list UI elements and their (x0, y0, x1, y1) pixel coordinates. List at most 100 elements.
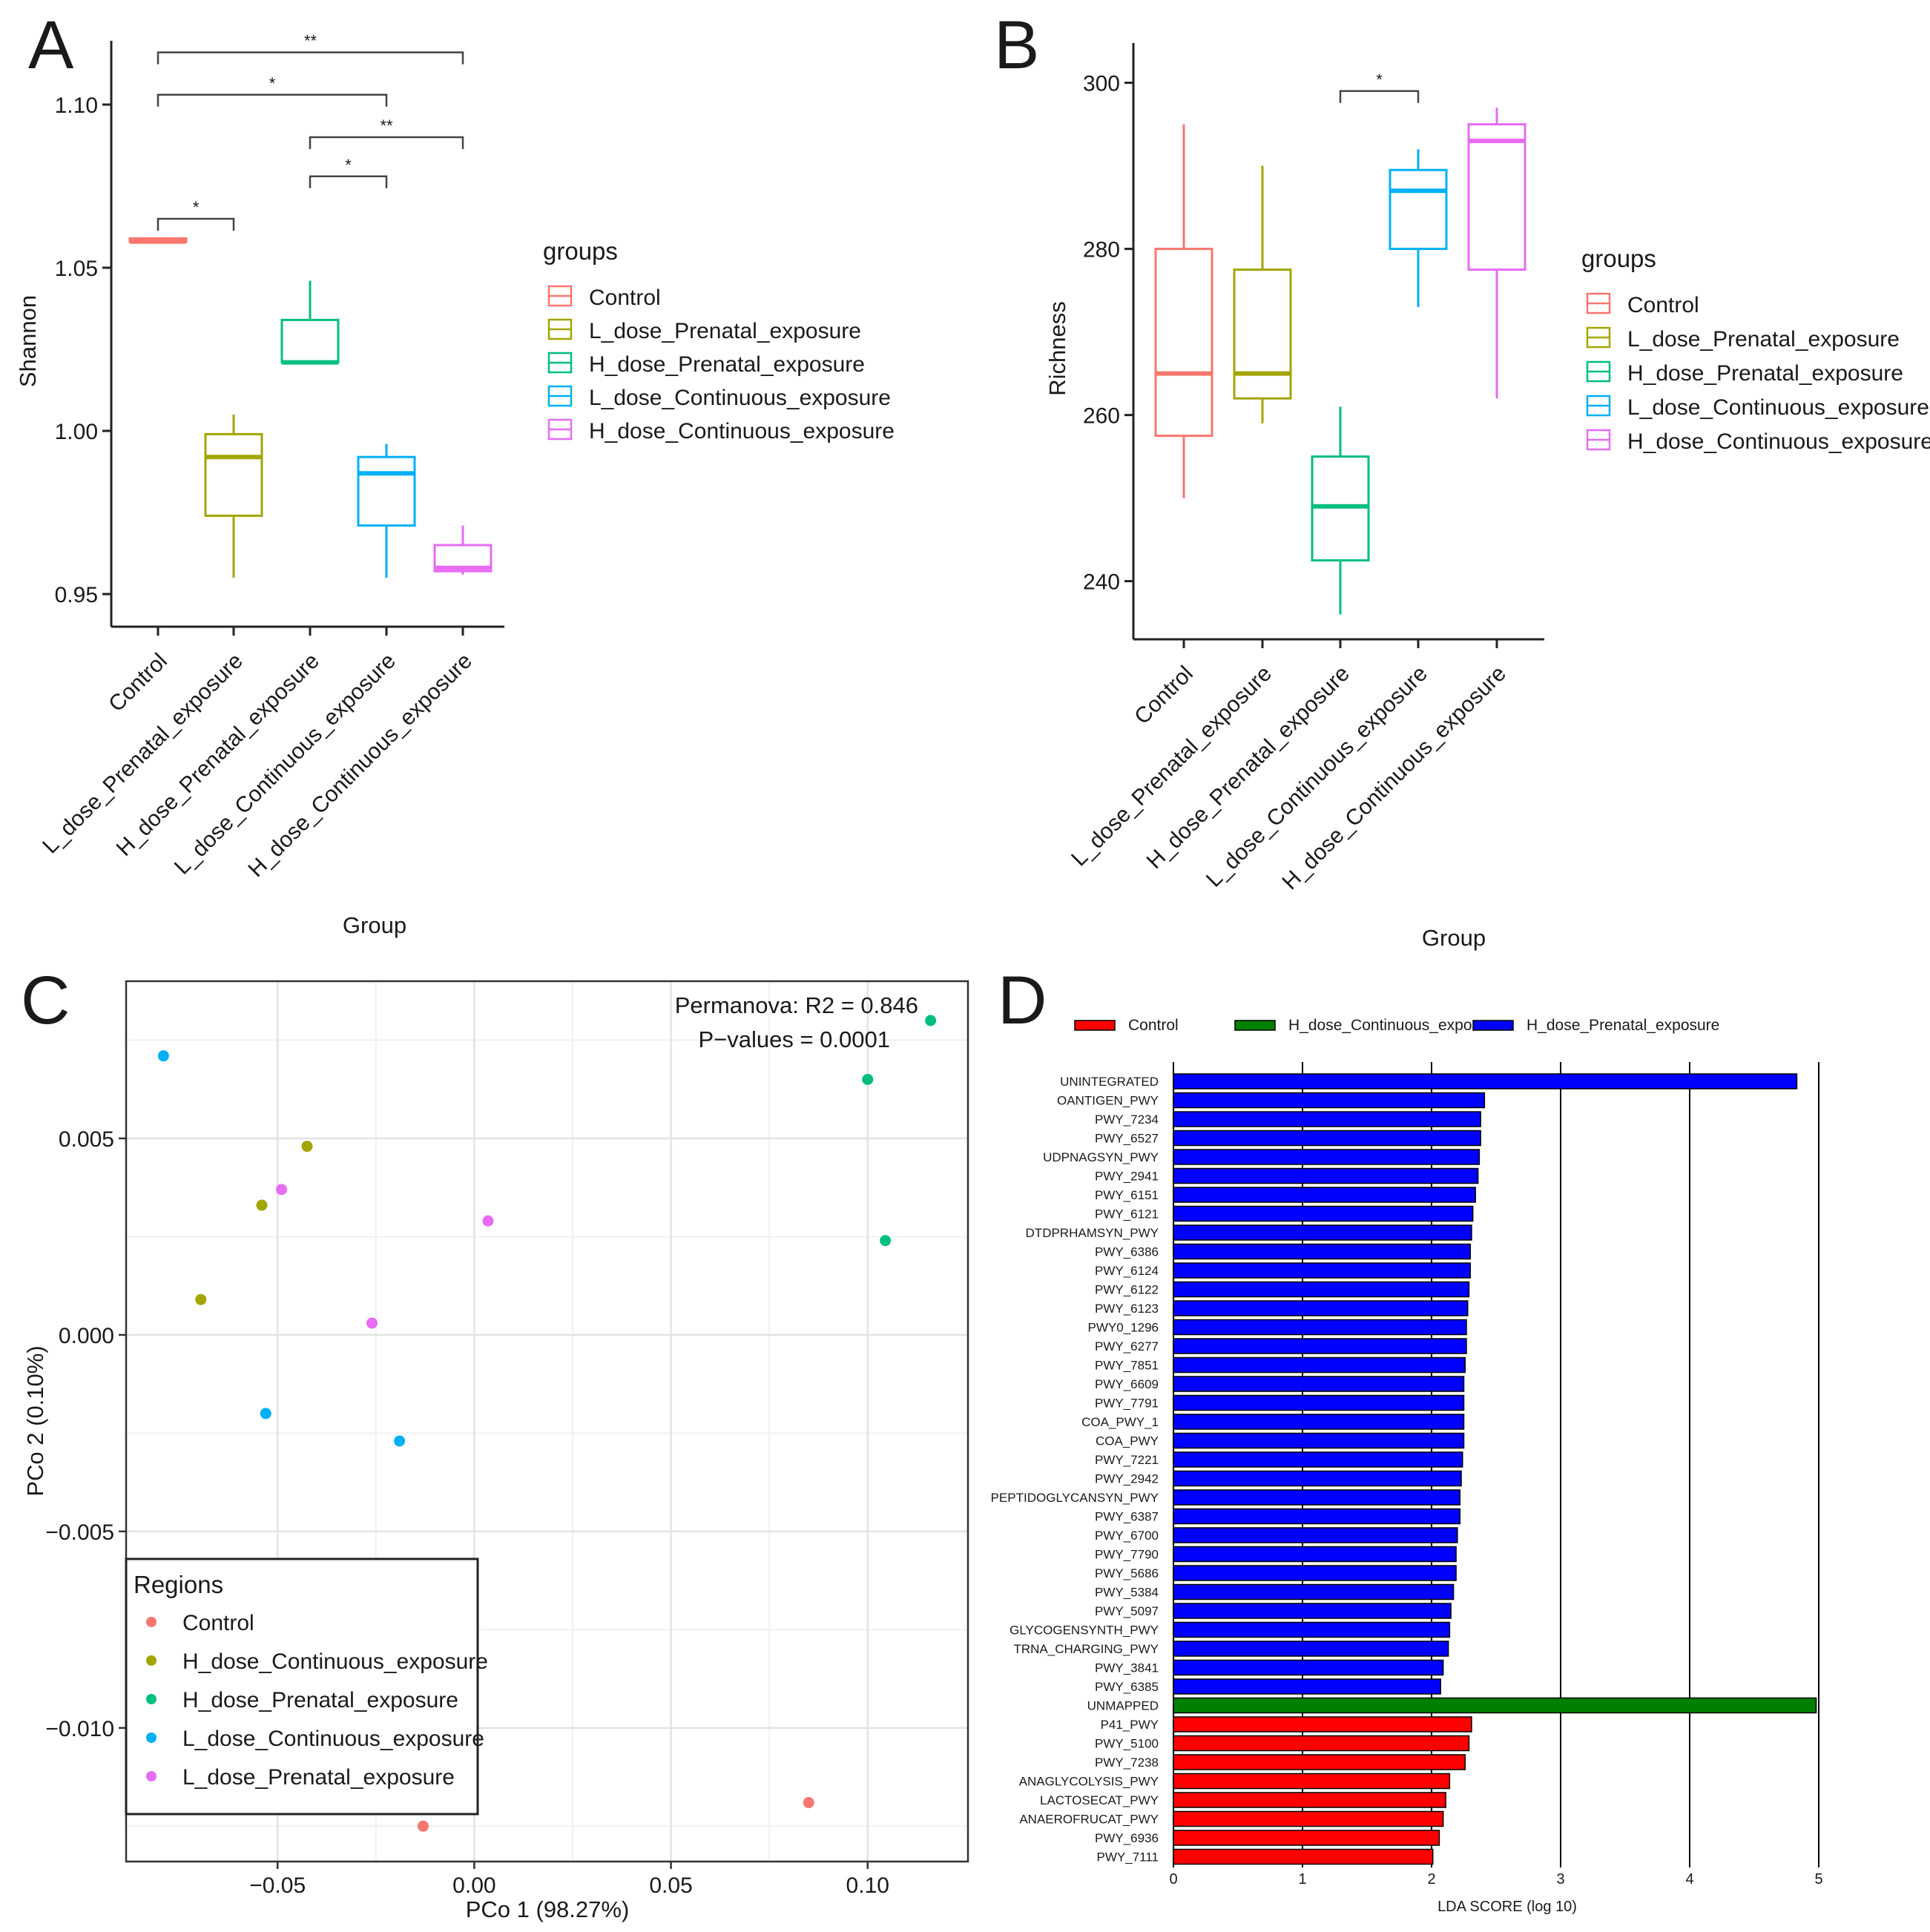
legend-label: H_dose_Continuous_exposure (1627, 429, 1930, 454)
panel-c: C −0.05 0.00 0.05 0.10 −0.010 −0.005 0.000 0.005… (21, 963, 969, 1922)
legend-label: Control (182, 1611, 254, 1635)
scatter-point (366, 1317, 378, 1329)
pathway-label: PWY_6123 (1095, 1302, 1159, 1316)
y-tick-label: 280 (1083, 238, 1120, 263)
lda-bar (1173, 1621, 1451, 1638)
legend-key (1472, 1020, 1514, 1031)
pathway-label: PWY_6385 (1095, 1680, 1159, 1694)
lda-bar (1173, 1735, 1470, 1752)
legend-title: groups (543, 237, 618, 265)
lda-bar (1173, 1678, 1441, 1695)
scatter-point (157, 1050, 169, 1062)
pathway-label: PWY_6277 (1095, 1339, 1159, 1354)
lda-bar (1173, 1641, 1449, 1657)
pathway-label: PWY_6527 (1095, 1132, 1159, 1146)
pathway-label: TRNA_CHARGING_PWY (1013, 1642, 1159, 1656)
pathway-label: PWY_6122 (1095, 1283, 1159, 1297)
pathway-label: UNMAPPED (1087, 1699, 1159, 1713)
panel-b: B 240 260 280 300 Richness Group Control L_dose_… (994, 7, 1930, 951)
legend-box (125, 1557, 479, 1816)
panel-label: D (998, 963, 1047, 1038)
significance-label: * (345, 156, 352, 174)
pathway-label: PWY0_1296 (1088, 1321, 1159, 1335)
legend-key (146, 1617, 157, 1627)
pathway-label: PWY_6936 (1095, 1831, 1159, 1845)
scatter-point (803, 1797, 814, 1809)
box-body (280, 318, 340, 364)
legend-label: H_dose_Prenatal_exposure (182, 1688, 458, 1712)
y-tick-label: 240 (1083, 570, 1120, 595)
x-tick-label: 0 (1169, 1871, 1177, 1888)
x-tick-label: Control (104, 649, 172, 717)
significance-label: ** (380, 116, 393, 135)
box-body (1154, 248, 1213, 438)
pathway-label: PEPTIDOGLYCANSYN_PWY (991, 1491, 1159, 1505)
pathway-label: PWY_6387 (1095, 1510, 1159, 1524)
x-tick-label: 4 (1685, 1871, 1693, 1888)
pathway-label: PWY_7790 (1095, 1548, 1159, 1562)
y-tick-label: 260 (1083, 404, 1120, 429)
legend-label: L_dose_Prenatal_exposure (182, 1765, 455, 1790)
x-axis-title: PCo 1 (98.27%) (466, 1896, 630, 1922)
pathway-label: PWY_7234 (1095, 1112, 1159, 1127)
significance-bracket (157, 51, 464, 65)
panel-label: C (21, 963, 70, 1038)
panel-label: A (28, 7, 74, 83)
x-tick-label: 0.10 (846, 1873, 889, 1898)
pathway-label: PWY_6124 (1095, 1264, 1159, 1278)
significance-bracket (157, 217, 235, 231)
box-body (1467, 123, 1526, 271)
pathway-label: PWY_7851 (1095, 1359, 1159, 1373)
lda-bar (1173, 1149, 1481, 1165)
pathway-label: ANAEROFRUCAT_PWY (1019, 1813, 1159, 1827)
pathway-label: PWY_6121 (1095, 1207, 1159, 1221)
legend-label: H_dose_Prenatal_exposure (1627, 361, 1903, 386)
x-tick-label: 1 (1298, 1871, 1306, 1888)
legend-label: L_dose_Prenatal_exposure (1627, 327, 1900, 352)
legend-key (1074, 1020, 1116, 1031)
legend-key (146, 1732, 157, 1743)
pathway-label: PWY_2941 (1095, 1170, 1159, 1184)
lda-bar (1173, 1432, 1465, 1449)
lda-bar (1173, 1508, 1461, 1525)
pathway-label: PWY_5097 (1095, 1604, 1159, 1618)
y-tick-label: 0.005 (59, 1127, 114, 1152)
significance-bracket (157, 93, 388, 107)
box-body (357, 455, 416, 527)
y-axis-title: Shannon (15, 295, 41, 387)
significance-label: * (193, 198, 200, 217)
scatter-point (256, 1199, 268, 1211)
legend-label: Control (589, 286, 661, 310)
significance-label: ** (304, 32, 317, 50)
panel-d: D Control H_dose_Continuous_exposure H_dose… (991, 963, 1823, 1915)
pathway-label: ANAGLYCOLYSIS_PWY (1019, 1775, 1159, 1789)
box-body (204, 432, 263, 517)
lda-bar (1173, 1697, 1817, 1714)
y-tick-label: −0.005 (45, 1520, 114, 1545)
lda-bar (1173, 1376, 1465, 1392)
scatter-point (260, 1408, 271, 1420)
plot-border (125, 980, 969, 1863)
lda-bar (1173, 1224, 1472, 1241)
lda-bar (1173, 1319, 1467, 1336)
significance-label: * (1376, 70, 1383, 89)
legend-key (146, 1771, 157, 1781)
scatter-point (275, 1184, 287, 1196)
pathway-label: LACTOSECAT_PWY (1040, 1793, 1159, 1807)
pathway-label: UNINTEGRATED (1060, 1075, 1159, 1089)
y-tick-label: 1.05 (55, 257, 98, 281)
legend-title: groups (1581, 245, 1656, 272)
pathway-label: DTDPRHAMSYN_PWY (1026, 1226, 1159, 1240)
lda-bar (1173, 1111, 1481, 1127)
pathway-label: PWY_6700 (1095, 1529, 1159, 1543)
legend-label: Control (1128, 1017, 1179, 1034)
box-body (1389, 168, 1448, 251)
lda-bar (1173, 1546, 1457, 1563)
legend-title: Regions (134, 1571, 223, 1598)
scatter-point (482, 1215, 494, 1227)
lda-bar (1173, 1848, 1434, 1865)
significance-bracket (1339, 90, 1420, 103)
legend-key (1234, 1020, 1276, 1031)
x-tick-label: 0.05 (649, 1873, 692, 1898)
